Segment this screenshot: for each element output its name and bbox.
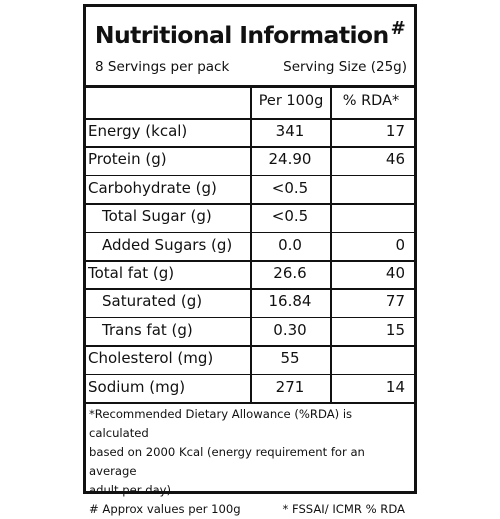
nutrient-name: Cholesterol (mg) xyxy=(88,349,214,368)
table-bottom-rule xyxy=(86,402,414,404)
title-approx-mark: # xyxy=(390,18,406,39)
nutrient-row: Total fat (g) 26.6 40 xyxy=(86,261,414,290)
nutrient-name: Energy (kcal) xyxy=(88,122,188,140)
footnote: *Recommended Dietary Allowance (%RDA) is… xyxy=(86,405,414,519)
nutrient-rda-value: 46 xyxy=(385,150,405,169)
nutrient-per100-value: 0.0 xyxy=(278,235,302,254)
rda-header: % RDA* xyxy=(342,93,400,109)
footnote-line-1: *Recommended Dietary Allowance (%RDA) is… xyxy=(89,407,353,440)
nutrient-row: Trans fat (g) 0.30 15 xyxy=(86,318,414,347)
nutrient-row: Total Sugar (g) <0.5 xyxy=(86,204,414,233)
nutrient-name: Sodium (mg) xyxy=(88,377,186,396)
servings-per-pack: 8 Servings per pack xyxy=(95,59,230,75)
nutrient-row: Cholesterol (mg) 55 xyxy=(86,346,414,375)
column-divider-1 xyxy=(250,88,252,403)
nutrient-row: Carbohydrate (g) <0.5 xyxy=(86,176,414,205)
nutrient-per100-value: <0.5 xyxy=(271,207,309,226)
nutrient-name: Total Sugar (g) xyxy=(102,207,212,226)
nutrient-per100-value: 341 xyxy=(275,122,305,140)
nutrient-name: Trans fat (g) xyxy=(102,320,193,339)
nutrition-label: Nutritional Information # 8 Servings per … xyxy=(83,4,417,516)
serving-size: Serving Size (25g) xyxy=(283,59,407,75)
footnote-line-2: based on 2000 Kcal (energy requirement f… xyxy=(89,445,365,478)
nutrient-row: Added Sugars (g) 0.0 0 xyxy=(86,233,414,262)
nutrient-rda-value: 77 xyxy=(385,292,405,311)
nutrient-rda-value: 15 xyxy=(385,320,405,339)
nutrient-per100-value: 26.6 xyxy=(273,264,307,282)
nutrient-name: Added Sugars (g) xyxy=(102,235,233,254)
nutrient-rda-value: 17 xyxy=(385,122,405,140)
servings-info: 8 Servings per pack Serving Size (25g) xyxy=(86,51,414,85)
per100-header: Per 100g xyxy=(258,93,324,109)
title-text: Nutritional Information xyxy=(94,21,389,49)
nutrient-per100-value: 55 xyxy=(280,349,300,368)
footnote-sources: # Approx values per 100g * FSSAI/ ICMR %… xyxy=(89,500,411,519)
table-header: Per 100g % RDA* xyxy=(86,88,414,118)
nutrient-per100-value: 24.90 xyxy=(268,150,312,169)
nutrient-per100-value: 16.84 xyxy=(268,292,312,311)
nutrient-row: Saturated (g) 16.84 77 xyxy=(86,289,414,318)
nutrient-name: Carbohydrate (g) xyxy=(88,178,217,197)
nutrient-row: Sodium (mg) 271 14 xyxy=(86,375,414,404)
nutrient-per100-value: 271 xyxy=(275,377,305,396)
nutrient-per100-value: <0.5 xyxy=(271,178,309,197)
thick-divider xyxy=(86,85,414,88)
nutrient-row: Protein (g) 24.90 46 xyxy=(86,147,414,176)
nutrient-name: Saturated (g) xyxy=(102,292,203,311)
column-divider-2 xyxy=(330,88,332,403)
nutrient-name: Total fat (g) xyxy=(88,264,175,282)
nutrient-row: Energy (kcal) 341 17 xyxy=(86,119,414,148)
rda-source-note: * FSSAI/ ICMR % RDA xyxy=(282,502,406,516)
nutrient-name: Protein (g) xyxy=(88,150,167,169)
label-title: Nutritional Information # xyxy=(86,7,414,51)
nutrient-per100-value: 0.30 xyxy=(273,320,307,339)
approx-note: # Approx values per 100g xyxy=(89,502,241,516)
nutrient-rda-value: 0 xyxy=(395,235,405,254)
footnote-line-3: adult per day) xyxy=(89,483,172,497)
nutrient-rda-value: 14 xyxy=(385,377,405,396)
nutrient-rda-value: 40 xyxy=(385,264,405,282)
